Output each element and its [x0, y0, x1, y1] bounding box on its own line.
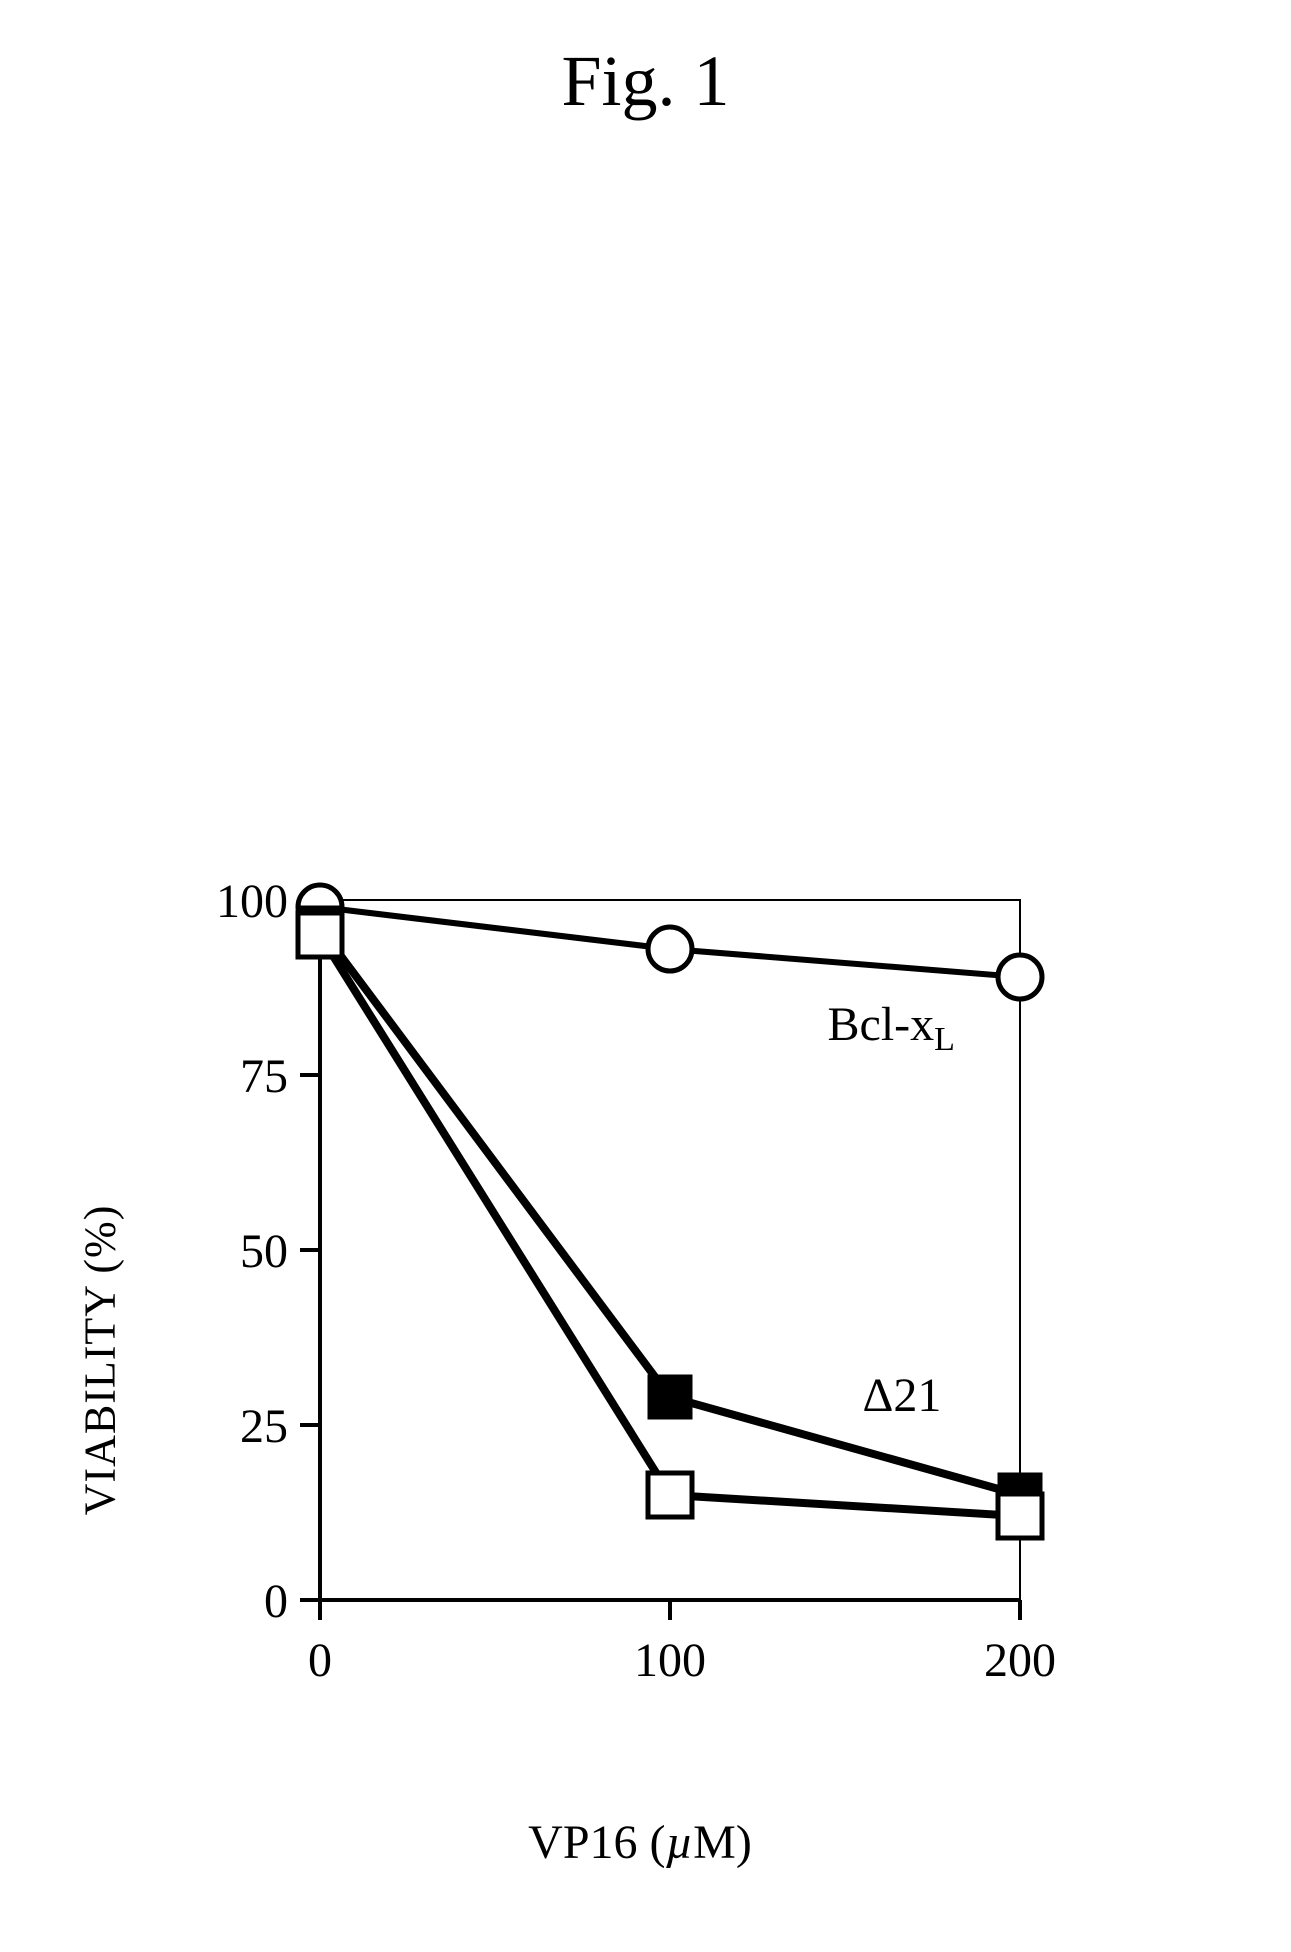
- y-tick-label: 0: [264, 1575, 288, 1628]
- marker-Bcl-xL: [998, 955, 1042, 999]
- marker-Bcl-xL: [648, 927, 692, 971]
- marker-Delta21-open: [648, 1473, 692, 1517]
- chart-container: VIABILITY (%) 02550751000100200Bcl-xLΔ21…: [140, 860, 1140, 1860]
- y-tick-label: 50: [240, 1225, 288, 1278]
- marker-Delta21-filled: [650, 1377, 690, 1417]
- series-label-Delta21-filled: Δ21: [863, 1369, 942, 1422]
- figure-title: Fig. 1: [0, 40, 1291, 123]
- x-axis-label: VP16 (µM): [528, 1815, 752, 1870]
- line-chart: 0 25 50 75 100 0 100 200 Bcl-xL Δ21: [140, 860, 1140, 1860]
- y-tick-label: 75: [240, 1050, 288, 1103]
- series-label-Bcl-xL: Bcl-xL: [828, 998, 955, 1058]
- x-tick-label: 200: [984, 1634, 1056, 1687]
- page: Fig. 1 VIABILITY (%) 0 25 50 75 100 0 100 200 Bc…: [0, 0, 1291, 1952]
- y-tick-label: 100: [216, 875, 288, 928]
- marker-Delta21-open: [998, 1494, 1042, 1538]
- x-tick-label: 100: [634, 1634, 706, 1687]
- y-tick-label: 25: [240, 1400, 288, 1453]
- x-tick-label: 0: [308, 1634, 332, 1687]
- y-axis-label: VIABILITY (%): [75, 1205, 126, 1516]
- marker-Delta21-open: [298, 913, 342, 957]
